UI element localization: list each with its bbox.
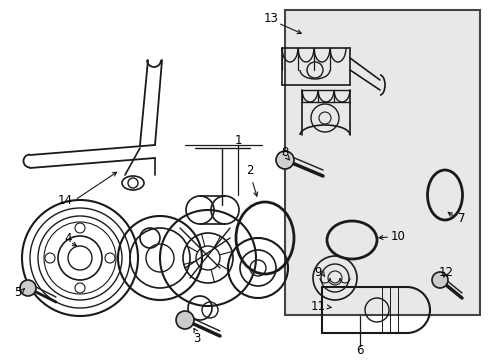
- Text: 11: 11: [310, 301, 325, 314]
- Text: 12: 12: [438, 266, 452, 279]
- Text: 8: 8: [281, 145, 288, 158]
- Text: 9: 9: [314, 266, 321, 279]
- Text: 3: 3: [193, 332, 200, 345]
- Text: 10: 10: [390, 230, 405, 243]
- Text: 14: 14: [58, 194, 72, 207]
- Text: 13: 13: [263, 12, 278, 24]
- Circle shape: [431, 272, 447, 288]
- Bar: [285, 10, 479, 315]
- Text: 1: 1: [234, 134, 241, 147]
- Circle shape: [20, 280, 36, 296]
- Text: 2: 2: [246, 163, 253, 176]
- Circle shape: [176, 311, 194, 329]
- Text: 7: 7: [457, 211, 465, 225]
- Text: 6: 6: [356, 343, 363, 356]
- Circle shape: [275, 151, 293, 169]
- Text: 5: 5: [14, 285, 21, 298]
- Text: 4: 4: [64, 231, 72, 244]
